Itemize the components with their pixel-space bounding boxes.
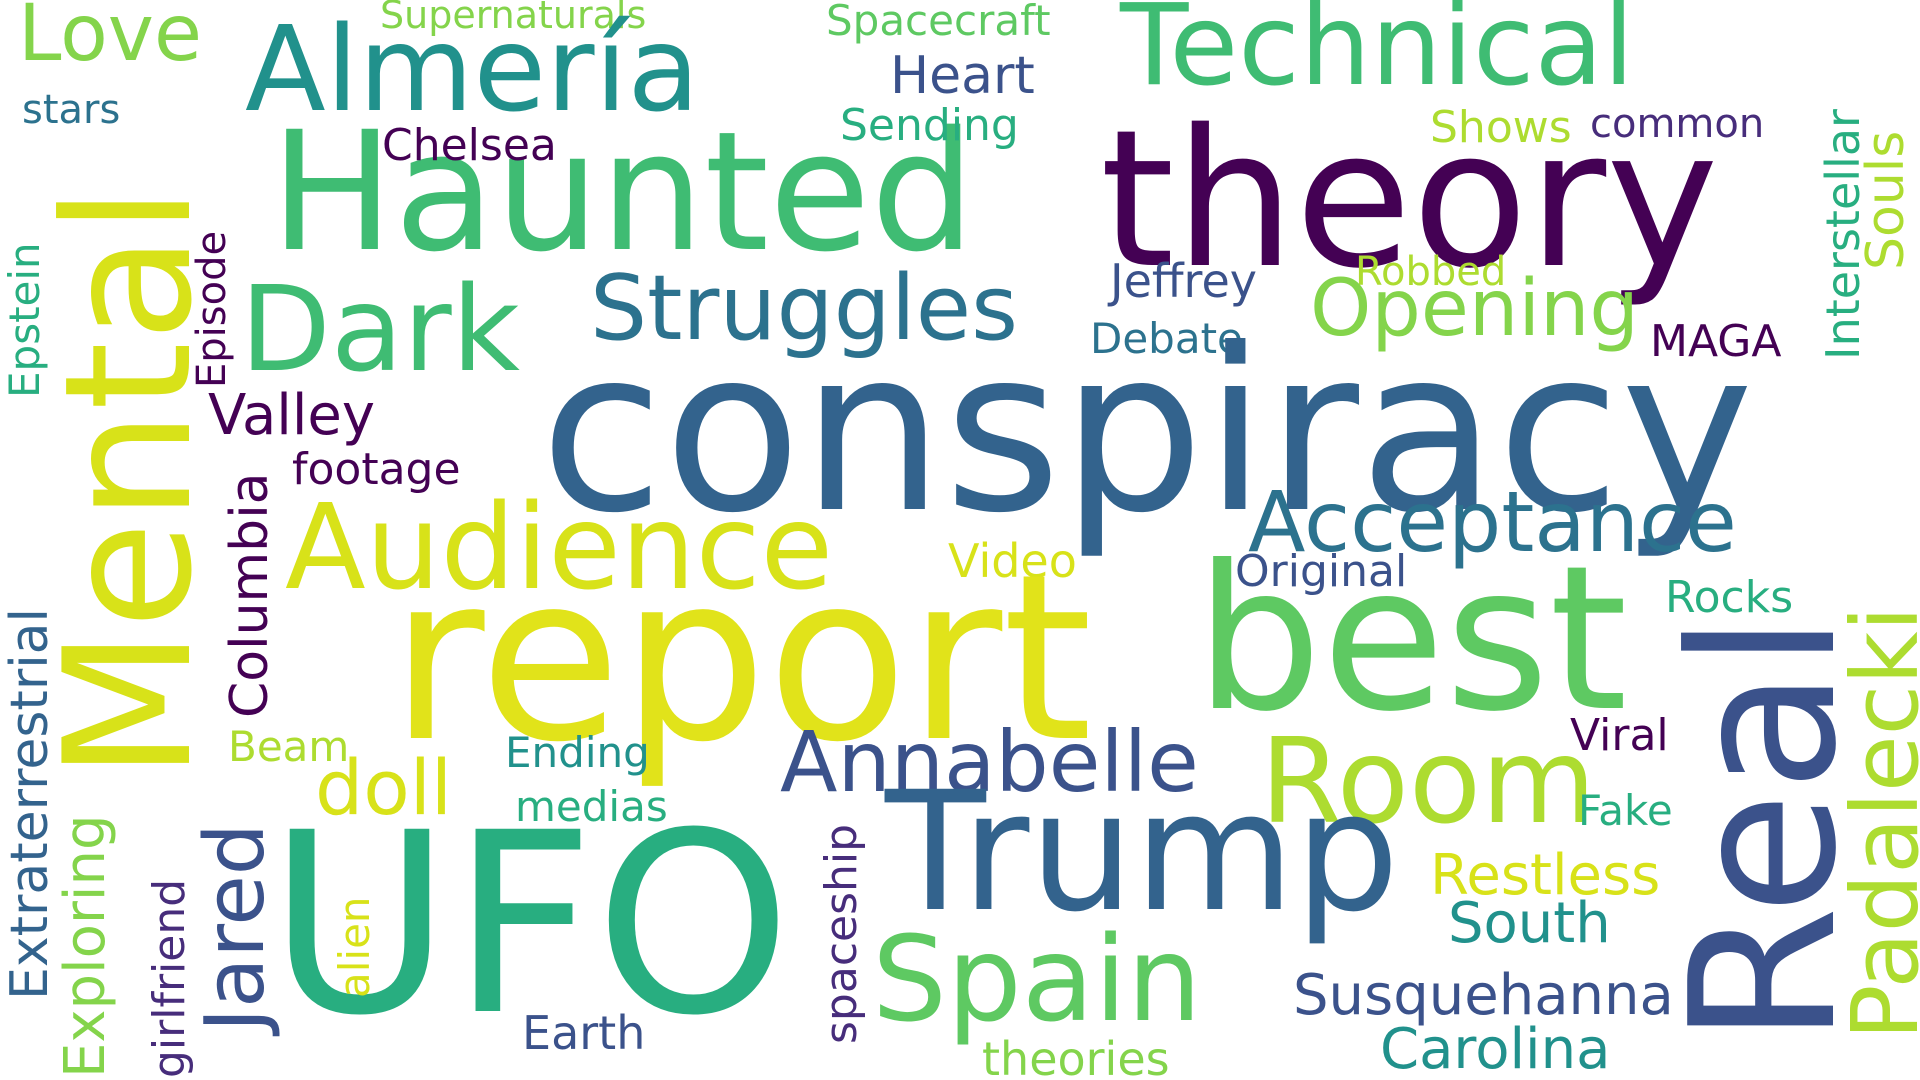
word-dark: Dark — [240, 260, 521, 398]
word-annabelle: Annabelle — [780, 713, 1199, 811]
word-south: South — [1448, 891, 1611, 956]
word-souls: Souls — [1856, 130, 1916, 270]
word-alien: alien — [330, 896, 379, 998]
word-carolina: Carolina — [1380, 1017, 1611, 1080]
word-best: best — [1195, 523, 1628, 756]
word-rocks: Rocks — [1665, 572, 1794, 623]
word-girlfriend: girlfriend — [144, 878, 195, 1078]
word-doll: doll — [315, 743, 452, 832]
word-heart: Heart — [890, 46, 1035, 106]
word-haunted: Haunted — [270, 96, 976, 288]
word-susquehanna: Susquehanna — [1293, 963, 1674, 1028]
word-trump: Trump — [885, 756, 1400, 948]
word-exploring: Exploring — [53, 814, 118, 1078]
word-beam: Beam — [228, 722, 350, 771]
word-maga: MAGA — [1650, 316, 1782, 367]
word-spain: Spain — [872, 910, 1202, 1048]
word-extraterrestrial: Extraterrestrial — [0, 608, 60, 1000]
word-real: Real — [1648, 613, 1881, 1045]
word-viral: Viral — [1570, 710, 1669, 761]
word-fake: Fake — [1578, 786, 1673, 835]
word-opening: Opening — [1310, 264, 1639, 354]
word-epstein: Epstein — [0, 242, 49, 398]
word-stars: stars — [22, 87, 121, 133]
word-spacecraft: Spacecraft — [826, 0, 1051, 45]
word-medias: medias — [515, 782, 668, 831]
word-columbia: Columbia — [220, 472, 280, 718]
word-restless: Restless — [1430, 843, 1661, 908]
word-valley: Valley — [208, 383, 375, 448]
word-love: Love — [18, 0, 202, 79]
word-report: report — [390, 526, 1093, 793]
word-debate: Debate — [1090, 314, 1243, 363]
word-sending: Sending — [840, 100, 1019, 151]
word-technical: Technical — [1120, 0, 1635, 111]
word-robbed: Robbed — [1355, 249, 1507, 295]
word-ending: Ending — [505, 728, 650, 777]
word-episode: Episode — [189, 230, 235, 388]
word-footage: footage — [292, 444, 461, 495]
word-shows: Shows — [1430, 102, 1572, 153]
word-almeria: Almería — [245, 0, 700, 138]
word-audience: Audience — [285, 478, 834, 616]
word-ufo: UFO — [268, 779, 792, 1070]
word-theory: theory — [1100, 89, 1719, 310]
word-chelsea: Chelsea — [382, 120, 557, 171]
word-original: Original — [1235, 546, 1408, 597]
word-earth: Earth — [522, 1006, 646, 1060]
word-conspiracy: conspiracy — [540, 301, 1754, 563]
word-theories: theories — [982, 1032, 1170, 1080]
word-jeffrey: Jeffrey — [1110, 254, 1257, 308]
word-room: Room — [1260, 712, 1597, 850]
word-supernaturals: Supernaturals — [380, 0, 647, 37]
word-spaceship: spaceship — [816, 823, 867, 1044]
word-struggles: Struggles — [590, 256, 1018, 361]
word-common: common — [1590, 101, 1765, 147]
word-acceptance: Acceptance — [1248, 473, 1737, 571]
word-jared: Jared — [188, 823, 283, 1032]
word-video: Video — [948, 534, 1077, 588]
